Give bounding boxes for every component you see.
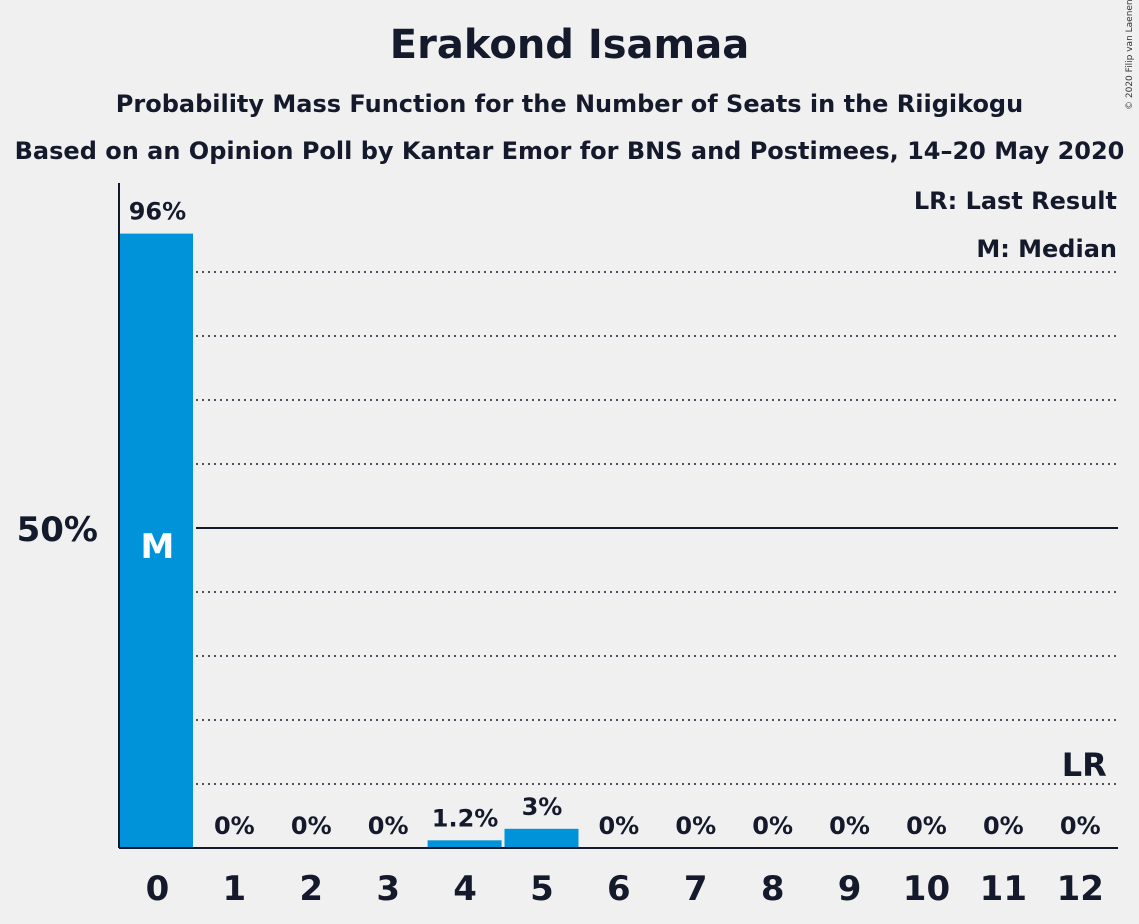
bars [119, 233, 579, 849]
gridlines: 50% [17, 271, 1118, 785]
data-label: 0% [983, 812, 1024, 840]
axes [118, 183, 1118, 849]
data-label: 0% [214, 812, 255, 840]
x-tick-label: 10 [903, 869, 950, 909]
data-label: 0% [598, 812, 639, 840]
data-label: 0% [1060, 812, 1101, 840]
data-label: 1.2% [432, 804, 499, 832]
x-tick-label: 0 [146, 869, 170, 909]
x-tick-label: 8 [761, 869, 785, 909]
x-tick-label: 4 [453, 869, 477, 909]
data-label: 0% [752, 812, 793, 840]
data-label: 0% [829, 812, 870, 840]
x-tick-label: 5 [530, 869, 554, 909]
x-tick-label: 6 [607, 869, 631, 909]
data-label: 0% [368, 812, 409, 840]
data-labels: 96% 0 M 0% 1 0% 2 0% 3 1.2% 4 3% 5 0% 6 0% 7 0% 8 0% 9 0% 10 0%… [129, 198, 1107, 909]
bar [119, 233, 193, 849]
data-label: 0% [906, 812, 947, 840]
median-marker: M [141, 527, 175, 567]
x-tick-label: 7 [684, 869, 708, 909]
bar [427, 840, 502, 848]
last-result-marker: LR [1062, 746, 1107, 784]
bar [504, 828, 579, 848]
x-tick-label: 2 [299, 869, 323, 909]
x-tick-label: 11 [980, 869, 1027, 909]
chart-subtitle: Probability Mass Function for the Number… [115, 90, 1024, 118]
y-tick-label: 50% [17, 510, 98, 550]
chart-title: Erakond Isamaa [389, 22, 750, 68]
data-label: 0% [675, 812, 716, 840]
legend-last-result: LR: Last Result [914, 187, 1117, 215]
chart-source: Based on an Opinion Poll by Kantar Emor … [14, 137, 1125, 165]
legend-median: M: Median [976, 235, 1117, 263]
x-tick-label: 1 [223, 869, 247, 909]
data-label: 3% [522, 793, 563, 821]
x-tick-label: 12 [1057, 869, 1104, 909]
x-tick-label: 9 [838, 869, 862, 909]
data-label: 0% [291, 812, 332, 840]
data-label: 96% [129, 198, 186, 226]
x-tick-label: 3 [376, 869, 400, 909]
